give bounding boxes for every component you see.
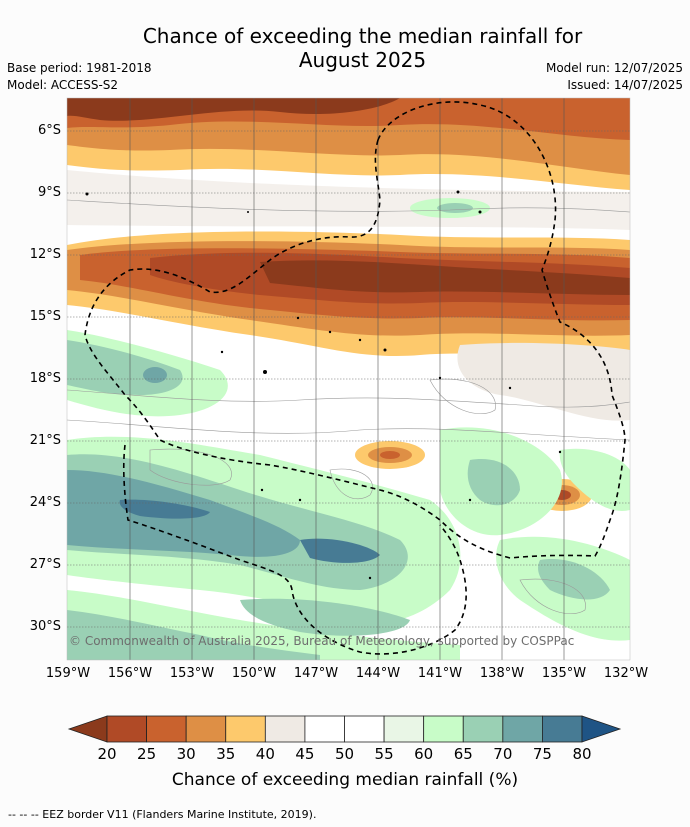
eez-southern <box>122 444 467 655</box>
meta-right: Model run: 12/07/2025 Issued: 14/07/2025 <box>546 60 683 94</box>
colorbar-tick-label: 60 <box>414 745 434 763</box>
lon-label: 138°W <box>479 666 525 681</box>
map-title: Chance of exceeding the median rainfall … <box>95 24 630 72</box>
island <box>558 450 562 454</box>
colorbar-tick-label: 40 <box>255 745 275 763</box>
colorbar-swatch <box>344 715 385 743</box>
map-title-line1: Chance of exceeding the median rainfall … <box>142 24 583 48</box>
copyright-notice: © Commonwealth of Australia 2025, Bureau… <box>69 634 575 648</box>
near-median-east <box>457 342 630 421</box>
map-title-line2: August 2025 <box>298 48 427 72</box>
island <box>85 192 89 196</box>
dry-band-mid-20 <box>260 260 630 295</box>
wet-east-65 <box>467 459 520 506</box>
grid-lon <box>129 98 565 660</box>
wet-south-75b <box>300 538 380 563</box>
lon-label: 135°W <box>541 666 587 681</box>
island <box>296 316 300 320</box>
colorbar-swatch <box>423 715 464 743</box>
colorbar-swatch <box>462 715 504 743</box>
wet-south-75 <box>119 499 210 519</box>
colorbar-swatch <box>383 715 425 743</box>
eez-border <box>84 101 626 655</box>
map-area <box>67 98 630 660</box>
lat-label: 30°S <box>29 619 61 634</box>
eez-legend-note: -- -- -- EEZ border V11 (Flanders Marine… <box>8 808 317 821</box>
wet-east-60b <box>559 448 630 511</box>
colorbar-tick-label: 55 <box>374 745 394 763</box>
colorbar-tick-label: 30 <box>176 745 196 763</box>
lat-label: 15°S <box>29 309 61 324</box>
dry-band-top-20 <box>67 98 400 121</box>
wet-southeast-65 <box>538 559 610 600</box>
colorbar-high-arrow <box>581 715 622 743</box>
dry-pocket-21s-center <box>380 451 400 459</box>
island <box>220 350 224 354</box>
colorbar <box>67 715 622 743</box>
island <box>468 498 472 502</box>
model-run: Model run: 12/07/2025 <box>545 61 683 75</box>
colorbar-tick-label: 25 <box>137 745 157 763</box>
wet-patch-north-core <box>437 203 473 213</box>
issued-date: Issued: 14/07/2025 <box>567 78 683 92</box>
island <box>263 370 267 374</box>
lon-label: 153°W <box>169 666 215 681</box>
lon-label: 141°W <box>417 666 463 681</box>
island <box>438 376 442 380</box>
island <box>383 348 387 352</box>
island <box>358 338 362 342</box>
model-name: Model: ACCESS-S2 <box>7 78 119 92</box>
colorbar-swatch <box>264 715 306 743</box>
base-period: Base period: 1981-2018 <box>7 61 152 75</box>
near-median-zone <box>67 170 630 230</box>
lat-label: 24°S <box>29 495 61 510</box>
eez-tuvalu-cook <box>84 101 626 559</box>
lat-label: 9°S <box>37 185 61 200</box>
lat-label: 27°S <box>29 557 61 572</box>
colorbar-swatch <box>304 715 345 743</box>
colorbar-tick-label: 35 <box>216 745 236 763</box>
map-frame <box>66 97 631 661</box>
lon-label: 132°W <box>603 666 649 681</box>
colorbar-tick-label: 80 <box>572 745 592 763</box>
colorbar-tick-label: 65 <box>453 745 473 763</box>
island <box>260 488 264 492</box>
island <box>328 330 332 334</box>
island <box>368 576 372 580</box>
colorbar-boxes <box>106 715 583 743</box>
colorbar-low-arrow <box>67 715 108 743</box>
colorbar-tick-label: 75 <box>532 745 552 763</box>
colorbar-swatch <box>106 715 147 743</box>
island <box>478 210 482 214</box>
wet-bottom-65b <box>240 598 410 636</box>
lat-label: 21°S <box>29 433 61 448</box>
colorbar-swatch <box>225 715 266 743</box>
lon-label: 147°W <box>293 666 339 681</box>
lat-label: 6°S <box>37 123 61 138</box>
colorbar-swatch <box>502 715 543 743</box>
colorbar-tick-label: 50 <box>334 745 355 763</box>
colorbar-swatch <box>146 715 187 743</box>
island <box>247 211 249 213</box>
colorbar-tick-label: 45 <box>295 745 315 763</box>
lon-label: 156°W <box>107 666 153 681</box>
meta-left: Base period: 1981-2018 Model: ACCESS-S2 <box>7 60 152 94</box>
lat-label: 18°S <box>29 371 61 386</box>
island <box>298 498 302 502</box>
contour-lines <box>67 199 630 614</box>
lat-label: 12°S <box>29 247 61 262</box>
islands <box>85 190 562 580</box>
colorbar-swatch <box>185 715 227 743</box>
colorbar-title: Chance of exceeding median rainfall (%) <box>171 770 519 790</box>
colorbar-tick-label: 70 <box>493 745 513 763</box>
colorbar-swatch <box>542 715 583 743</box>
lon-label: 144°W <box>355 666 401 681</box>
lon-label: 159°W <box>45 666 91 681</box>
colorbar-tick-label: 20 <box>97 745 117 763</box>
lon-label: 150°W <box>231 666 277 681</box>
wet-west-70 <box>143 367 167 383</box>
island <box>508 386 512 390</box>
island <box>456 190 460 194</box>
